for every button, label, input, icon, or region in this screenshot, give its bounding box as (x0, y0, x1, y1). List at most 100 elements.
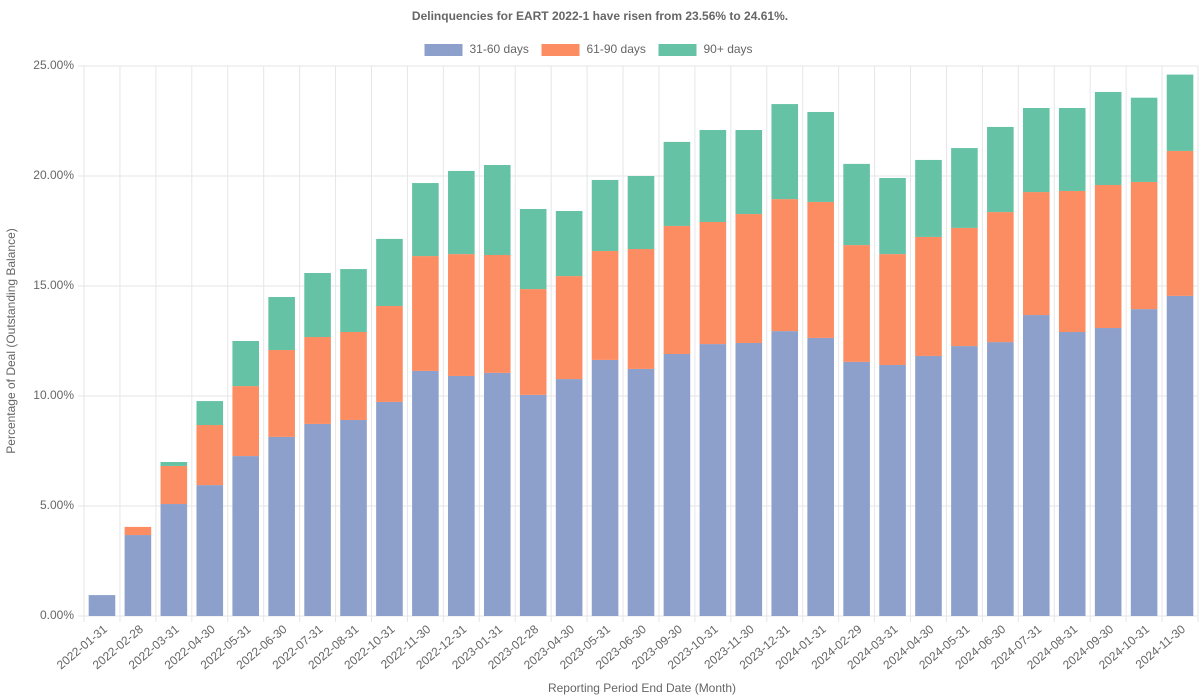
bar-segment (987, 342, 1014, 616)
y-tick-label: 15.00% (33, 278, 74, 292)
y-tick-label: 25.00% (33, 58, 74, 72)
bar-segment (915, 236, 942, 356)
legend-label: 31-60 days (470, 42, 529, 56)
bar-segment (1130, 181, 1158, 310)
bar-segment (232, 456, 260, 616)
bar-segment (519, 289, 547, 395)
bar-segment (627, 368, 655, 616)
bar-segment (1022, 192, 1050, 316)
bar-segment (124, 535, 152, 616)
bar-segment (879, 177, 906, 255)
bar-segment (448, 375, 475, 616)
legend-label: 90+ days (704, 42, 753, 56)
bar-segment (915, 355, 942, 616)
bar-segment (771, 104, 799, 200)
bar-segment (663, 353, 691, 616)
bar-segment (412, 183, 439, 257)
y-axis-label: Percentage of Deal (Outstanding Balance) (4, 228, 18, 453)
bar-segment (448, 170, 475, 255)
bar-segment (124, 526, 152, 536)
bar-segment (843, 361, 870, 616)
bar-segment (196, 425, 224, 486)
y-tick-label: 20.00% (33, 168, 74, 182)
y-tick-label: 5.00% (40, 498, 74, 512)
bar-segment (663, 141, 691, 226)
bar-segment (412, 256, 439, 371)
bar-segment (699, 221, 727, 345)
bar-segment (196, 485, 224, 616)
bar-segment (843, 245, 870, 362)
bar-segment (555, 210, 583, 277)
bar-segment (987, 212, 1014, 343)
bar-segment (483, 372, 511, 616)
x-axis-label: Reporting Period End Date (Month) (548, 681, 736, 695)
bar-segment (232, 386, 260, 457)
bar-segment (1022, 315, 1050, 616)
bar-segment (627, 249, 655, 369)
bar-segment (268, 350, 295, 437)
bar-segment (699, 130, 727, 222)
bar-segment (771, 199, 799, 332)
bar-segment (591, 251, 619, 360)
bar-segment (1058, 331, 1086, 616)
bar-segment (735, 130, 763, 215)
bar-segment (843, 163, 870, 246)
bar-segment (1022, 108, 1050, 193)
bar-segment (951, 227, 978, 347)
bar-segment (304, 273, 331, 338)
bar-segment (340, 331, 367, 420)
bar-segment (1094, 185, 1122, 329)
bar-segment (412, 370, 439, 616)
bar-segment (879, 364, 906, 616)
bar-segment (555, 379, 583, 616)
bar-segment (735, 342, 763, 616)
bar-segment (627, 176, 655, 250)
bar-segment (915, 159, 942, 237)
bar-segment (1166, 150, 1194, 296)
bar-segment (519, 394, 547, 616)
bar-segment (591, 359, 619, 616)
bar-segment (304, 337, 331, 424)
bar-segment (555, 276, 583, 380)
bar-segment (88, 595, 116, 616)
bar-segment (987, 126, 1014, 213)
bar-segment (1058, 108, 1086, 191)
legend-swatch (541, 44, 580, 56)
bar-segment (1166, 295, 1194, 616)
legend-swatch (424, 44, 463, 56)
legend-label: 61-90 days (587, 42, 646, 56)
bar-segment (591, 179, 619, 252)
bar-segment (160, 465, 188, 505)
bar-segment (1094, 328, 1122, 616)
y-tick-label: 0.00% (40, 608, 74, 622)
bar-segment (1130, 309, 1158, 616)
bar-segment (1130, 97, 1158, 182)
bar-segment (1094, 91, 1122, 186)
bar-segment (376, 401, 403, 616)
bar-segment (807, 201, 834, 338)
bar-segment (879, 254, 906, 365)
bar-segment (196, 401, 224, 426)
bar-segment (304, 423, 331, 616)
bar-segment (448, 254, 475, 376)
bar-segment (951, 148, 978, 228)
legend-swatch (658, 44, 697, 56)
bar-segment (771, 331, 799, 616)
bar-segment (951, 346, 978, 616)
bar-segment (232, 341, 260, 387)
bar-segment (663, 225, 691, 354)
bar-segment (268, 297, 295, 351)
bar-segment (376, 306, 403, 402)
bar-segment (340, 419, 367, 616)
bar-segment (160, 462, 188, 466)
y-tick-label: 10.00% (33, 388, 74, 402)
bar-segment (807, 111, 834, 202)
bar-segment (807, 337, 834, 616)
bar-segment (1166, 74, 1194, 151)
bar-segment (483, 165, 511, 255)
bar-segment (160, 504, 188, 616)
chart-title: Delinquencies for EART 2022-1 have risen… (412, 9, 788, 23)
bar-segment (268, 436, 295, 616)
bar-segment (376, 238, 403, 307)
